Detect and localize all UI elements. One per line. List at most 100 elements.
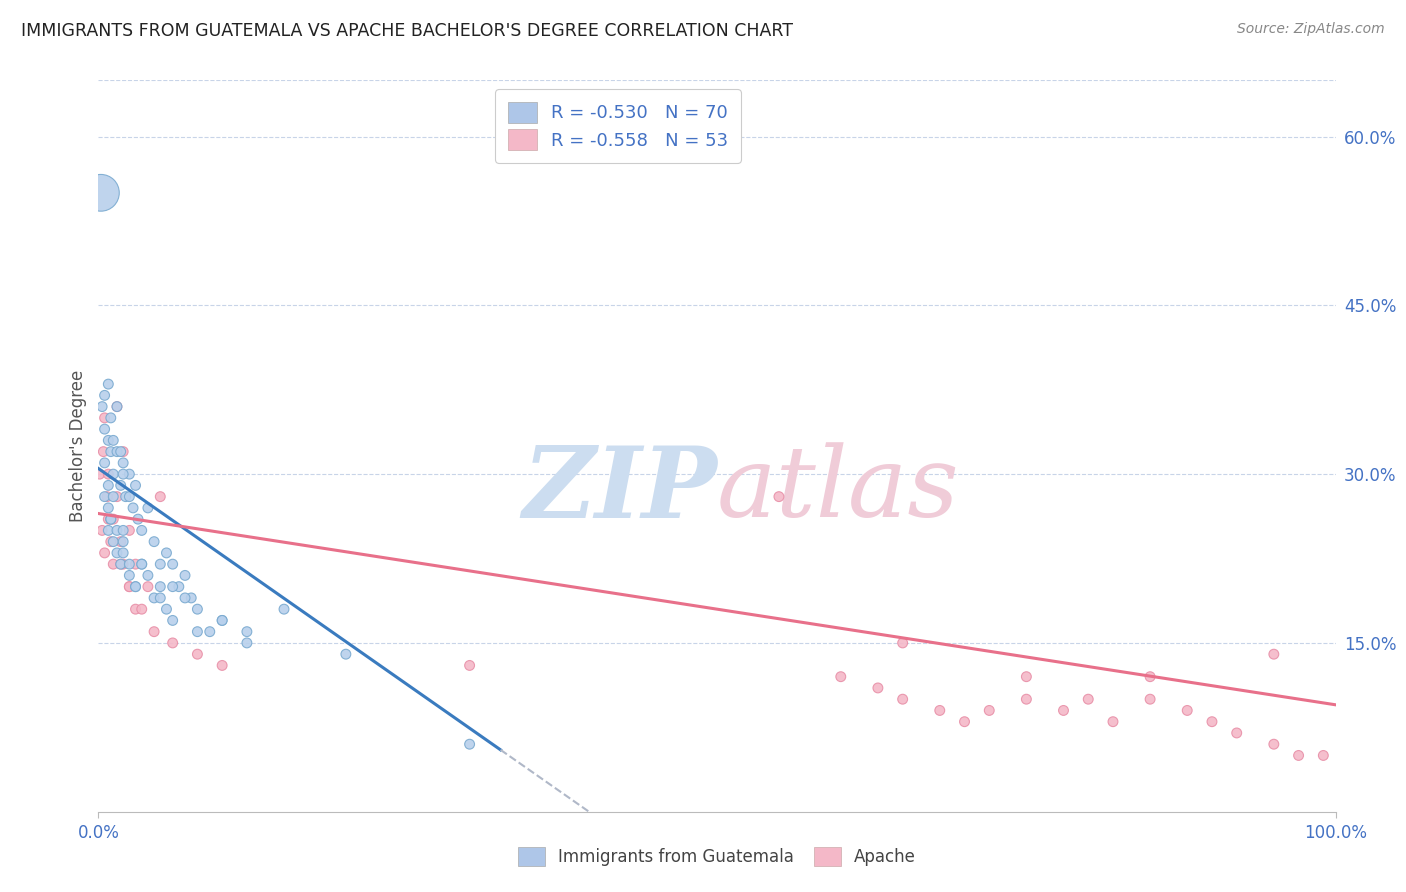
Point [1139,670,1161,684]
Point [103,467,125,482]
Point [155,546,177,560]
Point [979,703,1001,717]
Point [174,568,197,582]
Point [105,490,128,504]
Point [1015,670,1038,684]
Point [97,467,120,482]
Point [1175,703,1198,717]
Legend: Immigrants from Guatemala, Apache: Immigrants from Guatemala, Apache [512,840,922,873]
Point [97,512,120,526]
Point [100,512,122,526]
Point [93,546,115,560]
Point [768,490,790,504]
Point [891,692,914,706]
Point [100,534,122,549]
Point [105,400,128,414]
Point [136,580,159,594]
Point [93,422,115,436]
Point [136,500,159,515]
Point [105,546,128,560]
Point [97,500,120,515]
Point [112,456,135,470]
Point [131,524,153,538]
Point [93,490,115,504]
Point [91,524,114,538]
Point [112,524,135,538]
Point [100,512,122,526]
Point [162,580,184,594]
Point [110,478,132,492]
Point [93,456,115,470]
Point [93,444,115,458]
Point [953,714,976,729]
Point [1102,714,1125,729]
Point [180,591,202,605]
Point [97,434,120,448]
Point [118,490,141,504]
Point [110,534,132,549]
Point [112,444,135,458]
Point [866,681,889,695]
Point [1015,692,1038,706]
Point [273,602,295,616]
Point [174,591,197,605]
Text: atlas: atlas [717,442,960,538]
Point [236,636,259,650]
Point [100,512,122,526]
Point [928,703,950,717]
Point [103,534,125,549]
Point [149,557,172,571]
Point [236,624,259,639]
Point [124,478,146,492]
Point [93,410,115,425]
Point [131,557,153,571]
Point [124,602,146,616]
Point [136,568,159,582]
Point [112,467,135,482]
Point [1263,647,1285,661]
Point [131,557,153,571]
Point [149,591,172,605]
Point [105,524,128,538]
Point [1052,703,1074,717]
Point [1263,737,1285,751]
Point [458,658,481,673]
Point [1288,748,1310,763]
Point [97,524,120,538]
Point [186,602,208,616]
Point [118,524,141,538]
Point [100,410,122,425]
Point [114,490,136,504]
Point [211,614,233,628]
Point [118,557,141,571]
Point [122,500,145,515]
Point [162,636,184,650]
Point [127,512,149,526]
Y-axis label: Bachelor's Degree: Bachelor's Degree [69,370,87,522]
Point [105,400,128,414]
Point [112,546,135,560]
Point [162,557,184,571]
Point [118,568,141,582]
Point [149,490,172,504]
Point [97,478,120,492]
Point [891,636,914,650]
Point [96,490,118,504]
Point [162,614,184,628]
Point [118,580,141,594]
Point [211,614,233,628]
Point [93,388,115,402]
Point [1201,714,1223,729]
Point [103,512,125,526]
Text: Source: ZipAtlas.com: Source: ZipAtlas.com [1237,22,1385,37]
Point [211,658,233,673]
Point [186,624,208,639]
Point [110,444,132,458]
Point [198,624,221,639]
Point [143,591,166,605]
Point [1139,692,1161,706]
Point [155,602,177,616]
Point [131,602,153,616]
Point [105,444,128,458]
Point [186,647,208,661]
